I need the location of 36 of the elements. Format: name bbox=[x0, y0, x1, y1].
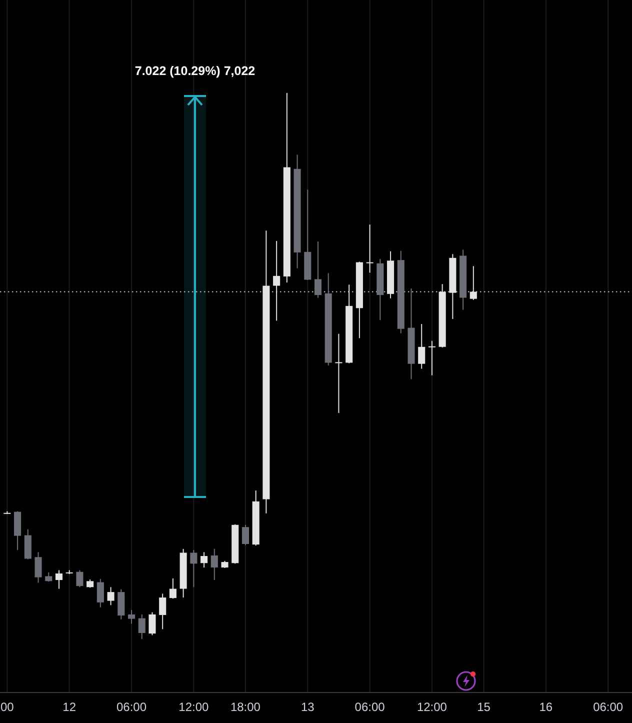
candlestick bbox=[107, 586, 114, 606]
x-tick-label: 06:00 bbox=[116, 700, 147, 714]
candlestick bbox=[242, 524, 249, 546]
x-tick-label: 18:00 bbox=[230, 700, 261, 714]
candlestick bbox=[190, 550, 198, 588]
x-tick-label: 12:00 bbox=[416, 700, 448, 714]
candlestick bbox=[45, 572, 52, 582]
candlestick bbox=[159, 593, 166, 630]
x-tick-label: 13 bbox=[300, 700, 315, 714]
candlestick bbox=[335, 333, 342, 414]
x-tick-label: 16 bbox=[539, 700, 553, 714]
candlestick bbox=[418, 323, 426, 370]
candlestick bbox=[76, 570, 84, 588]
candlestick bbox=[428, 340, 436, 376]
candlestick bbox=[118, 588, 125, 620]
candlestick bbox=[148, 612, 156, 636]
candlestick bbox=[169, 578, 176, 600]
candlestick bbox=[138, 614, 146, 640]
x-tick-label: 06:00 bbox=[354, 700, 386, 714]
candlestick bbox=[55, 570, 63, 590]
candlestick bbox=[366, 224, 374, 274]
candlestick bbox=[34, 552, 42, 584]
x-tick-label: 12:00 bbox=[178, 700, 210, 714]
candlestick bbox=[96, 578, 104, 608]
x-tick-label: 06:00 bbox=[593, 700, 624, 714]
x-tick-label: 15 bbox=[477, 700, 491, 714]
candlestick bbox=[470, 266, 477, 300]
candlestick bbox=[210, 548, 218, 581]
candlestick bbox=[314, 241, 322, 298]
candlestick bbox=[128, 610, 136, 624]
x-tick-label: 12 bbox=[62, 700, 76, 714]
candlestick bbox=[200, 552, 208, 568]
candlestick bbox=[273, 240, 280, 322]
text: 7.022 (10.29%) 7,022 bbox=[134, 64, 256, 78]
x-tick-label: 00 bbox=[0, 700, 14, 714]
candlestick bbox=[24, 528, 32, 560]
